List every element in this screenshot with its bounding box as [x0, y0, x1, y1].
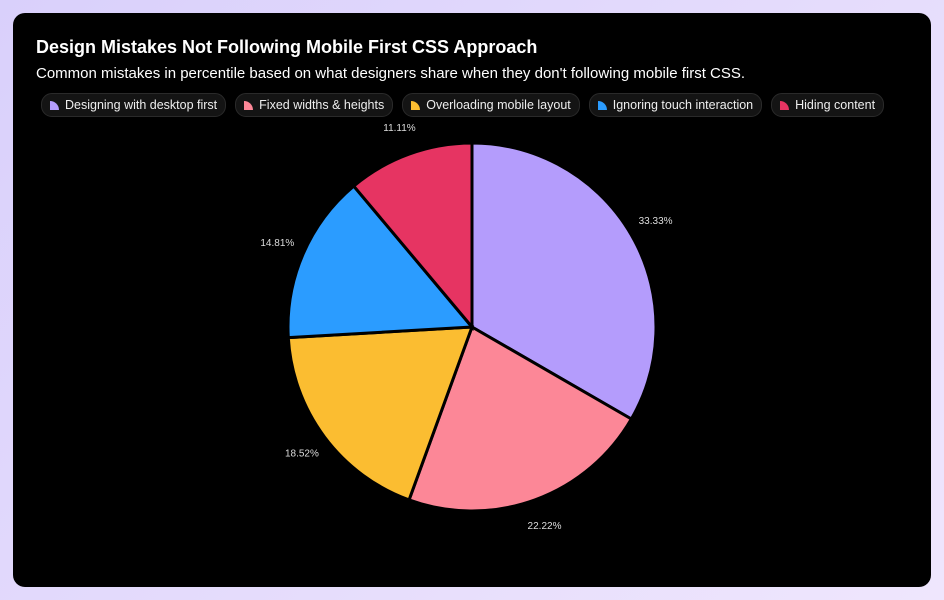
pie-chart: 33.33% 22.22% 18.52% 14.81% 11.11% [260, 123, 673, 532]
pie-slice[interactable] [470, 141, 658, 422]
legend-swatch [244, 100, 254, 110]
chart-card: Design Mistakes Not Following Mobile Fir… [13, 13, 931, 587]
legend-label: Designing with desktop first [65, 98, 218, 112]
slice-label: 14.81% [260, 238, 294, 249]
legend-item[interactable]: Fixed widths & heights [235, 93, 394, 117]
legend-swatch [50, 100, 59, 110]
legend-item[interactable]: Designing with desktop first [41, 93, 227, 117]
pie-slice[interactable] [407, 324, 634, 513]
legend-swatch [597, 100, 607, 110]
pie-slice[interactable] [286, 325, 475, 502]
legend-label: Fixed widths & heights [259, 98, 385, 112]
slice-label: 18.52% [285, 449, 319, 460]
pie-slice[interactable] [351, 141, 474, 332]
legend-label: Hiding content [795, 98, 876, 112]
legend-item[interactable]: Ignoring touch interaction [588, 93, 763, 117]
slice-label: 11.11% [383, 123, 416, 134]
legend-label: Ignoring touch interaction [612, 98, 754, 112]
chart-subtitle: Common mistakes in percentile based on w… [36, 65, 746, 82]
pie-slice[interactable] [286, 183, 476, 340]
legend-item[interactable]: Overloading mobile layout [402, 93, 580, 117]
legend-item[interactable]: Hiding content [771, 93, 885, 117]
slice-label: 22.22% [528, 521, 562, 532]
legend-label: Overloading mobile layout [426, 98, 571, 112]
chart-title: Design Mistakes Not Following Mobile Fir… [36, 37, 538, 57]
legend-swatch [780, 100, 790, 110]
legend-swatch [411, 100, 421, 110]
legend: Designing with desktop first Fixed widths… [41, 93, 885, 117]
slice-label: 33.33% [639, 216, 673, 227]
